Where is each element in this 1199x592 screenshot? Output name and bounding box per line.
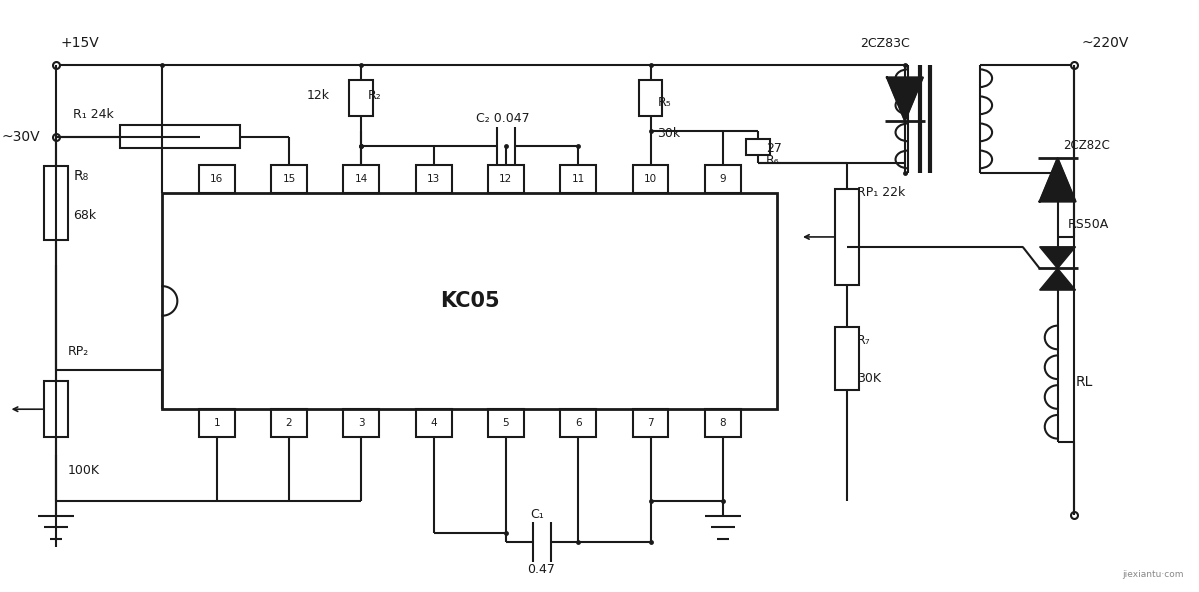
Text: 15: 15 bbox=[283, 174, 296, 184]
Bar bbox=[199, 165, 235, 192]
Text: 2: 2 bbox=[285, 418, 293, 428]
Text: 68k: 68k bbox=[73, 209, 97, 222]
Bar bbox=[271, 165, 307, 192]
Text: 14: 14 bbox=[355, 174, 368, 184]
Text: 30k: 30k bbox=[657, 127, 681, 140]
Text: jiexiantu·com: jiexiantu·com bbox=[1122, 571, 1183, 580]
Bar bbox=[349, 79, 373, 116]
Text: 2CZ83C: 2CZ83C bbox=[860, 37, 910, 50]
Bar bbox=[835, 189, 858, 285]
Text: 16: 16 bbox=[210, 174, 223, 184]
Text: ~220V: ~220V bbox=[1081, 36, 1129, 50]
Bar bbox=[416, 409, 452, 437]
Text: 1: 1 bbox=[213, 418, 221, 428]
Bar bbox=[639, 79, 663, 116]
Bar bbox=[633, 409, 669, 437]
Bar bbox=[746, 139, 770, 155]
Text: 30K: 30K bbox=[857, 372, 881, 385]
Text: 6: 6 bbox=[574, 418, 582, 428]
Text: 5: 5 bbox=[502, 418, 510, 428]
Text: 100K: 100K bbox=[67, 464, 100, 477]
Bar bbox=[488, 165, 524, 192]
Bar bbox=[560, 165, 596, 192]
Bar bbox=[633, 165, 669, 192]
Text: 2CZ82C: 2CZ82C bbox=[1064, 139, 1110, 152]
Text: 0.47: 0.47 bbox=[528, 563, 555, 576]
Text: R₈: R₈ bbox=[73, 169, 89, 183]
Text: R₁ 24k: R₁ 24k bbox=[73, 108, 113, 121]
Text: R₅: R₅ bbox=[657, 95, 671, 108]
Bar bbox=[835, 327, 858, 390]
Bar bbox=[343, 165, 379, 192]
Text: 12k: 12k bbox=[307, 89, 330, 102]
Text: 11: 11 bbox=[572, 174, 585, 184]
Bar bbox=[199, 409, 235, 437]
Text: 3: 3 bbox=[359, 418, 364, 428]
Text: 7: 7 bbox=[647, 418, 653, 428]
Text: R₆: R₆ bbox=[766, 154, 779, 167]
Text: C₁: C₁ bbox=[530, 508, 544, 521]
Text: RP₂: RP₂ bbox=[67, 345, 89, 358]
Text: RP₁ 22k: RP₁ 22k bbox=[857, 186, 905, 199]
Text: R₇: R₇ bbox=[857, 334, 870, 348]
Text: +15V: +15V bbox=[61, 36, 100, 50]
Text: R₂: R₂ bbox=[367, 89, 381, 102]
Bar bbox=[705, 409, 741, 437]
Text: 9: 9 bbox=[719, 174, 727, 184]
Bar bbox=[162, 192, 777, 409]
Text: C₂ 0.047: C₂ 0.047 bbox=[476, 112, 530, 126]
Text: 12: 12 bbox=[499, 174, 512, 184]
Bar bbox=[343, 409, 379, 437]
Bar bbox=[43, 166, 67, 240]
Bar bbox=[416, 165, 452, 192]
Text: 10: 10 bbox=[644, 174, 657, 184]
Text: 8: 8 bbox=[719, 418, 727, 428]
Polygon shape bbox=[1040, 247, 1076, 268]
Polygon shape bbox=[1040, 268, 1076, 290]
Bar bbox=[560, 409, 596, 437]
Bar bbox=[43, 381, 67, 437]
Text: 27: 27 bbox=[766, 142, 782, 155]
Text: RL: RL bbox=[1076, 375, 1093, 389]
Bar bbox=[271, 409, 307, 437]
Text: KC05: KC05 bbox=[440, 291, 500, 311]
Text: RS50A: RS50A bbox=[1067, 218, 1109, 231]
Text: 4: 4 bbox=[430, 418, 436, 428]
Polygon shape bbox=[1040, 158, 1076, 201]
Text: ~30V: ~30V bbox=[1, 130, 41, 143]
Polygon shape bbox=[887, 78, 923, 121]
Bar bbox=[120, 125, 240, 149]
Text: 13: 13 bbox=[427, 174, 440, 184]
Bar bbox=[705, 165, 741, 192]
Bar bbox=[488, 409, 524, 437]
